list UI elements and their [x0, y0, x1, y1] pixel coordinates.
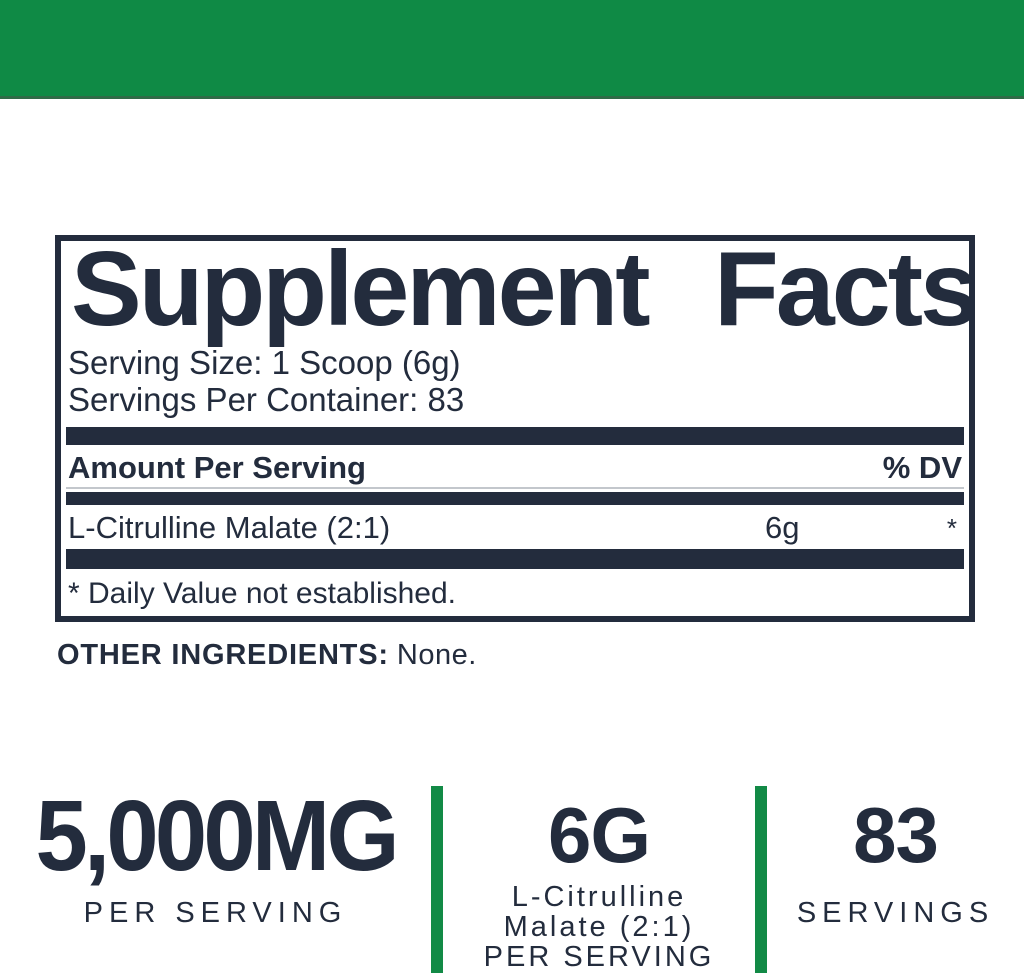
stat-grams-sublabel: L-Citrulline Malate (2:1) PER SERVING	[484, 882, 715, 972]
stat-grams-line3: PER SERVING	[483, 941, 715, 973]
green-divider-right	[755, 786, 767, 973]
stat-grams-line2: Malate (2:1)	[503, 911, 695, 943]
amount-header-row: Amount Per Serving % DV	[61, 445, 969, 485]
stat-dose-sublabel: PER SERVING	[83, 897, 348, 929]
ingredient-name: L-Citrulline Malate (2:1)	[68, 510, 391, 546]
serving-info: Serving Size: 1 Scoop (6g) Servings Per …	[68, 344, 969, 418]
supplement-facts-panel: Supplement Facts Serving Size: 1 Scoop (…	[55, 230, 979, 622]
divider-bar-medium	[66, 492, 964, 506]
servings-per-container-text: Servings Per Container: 83	[68, 381, 465, 419]
other-ingredients-value: None.	[396, 639, 477, 671]
green-divider-left	[431, 786, 443, 973]
bottom-stats-section: 5,000MG PER SERVING 6G L-Citrulline Mala…	[0, 786, 1024, 973]
stat-servings-value: 83	[853, 791, 939, 879]
stat-servings-count: 83 SERVINGS	[767, 786, 1024, 973]
divider-bar-thick	[66, 427, 964, 446]
serving-size-text: Serving Size: 1 Scoop (6g)	[68, 344, 461, 382]
stat-grams-value: 6G	[547, 791, 651, 879]
ingredient-amount: 6g	[765, 510, 800, 546]
divider-bar-thick-bottom	[66, 549, 964, 570]
top-green-band	[0, 0, 1024, 99]
stat-dose-per-serving: 5,000MG PER SERVING	[0, 786, 431, 973]
stat-grams-per-serving: 6G L-Citrulline Malate (2:1) PER SERVING	[443, 786, 755, 973]
stat-dose-value: 5,000MG	[35, 780, 399, 892]
stat-grams-line1: L-Citrulline	[511, 881, 687, 913]
other-ingredients-line: OTHER INGREDIENTS: None.	[57, 639, 477, 671]
amount-per-serving-label: Amount Per Serving	[68, 450, 366, 486]
other-ingredients-label: OTHER INGREDIENTS:	[57, 639, 389, 671]
dv-header-label: % DV	[882, 450, 962, 486]
supplement-facts-title: Supplement Facts	[71, 230, 979, 348]
divider-rule-thin	[66, 487, 964, 490]
daily-value-footnote: * Daily Value not established.	[68, 577, 457, 611]
ingredient-dv-asterisk: *	[946, 513, 957, 544]
stat-servings-sublabel: SERVINGS	[796, 897, 995, 929]
ingredient-row: L-Citrulline Malate (2:1) 6g *	[61, 505, 969, 545]
